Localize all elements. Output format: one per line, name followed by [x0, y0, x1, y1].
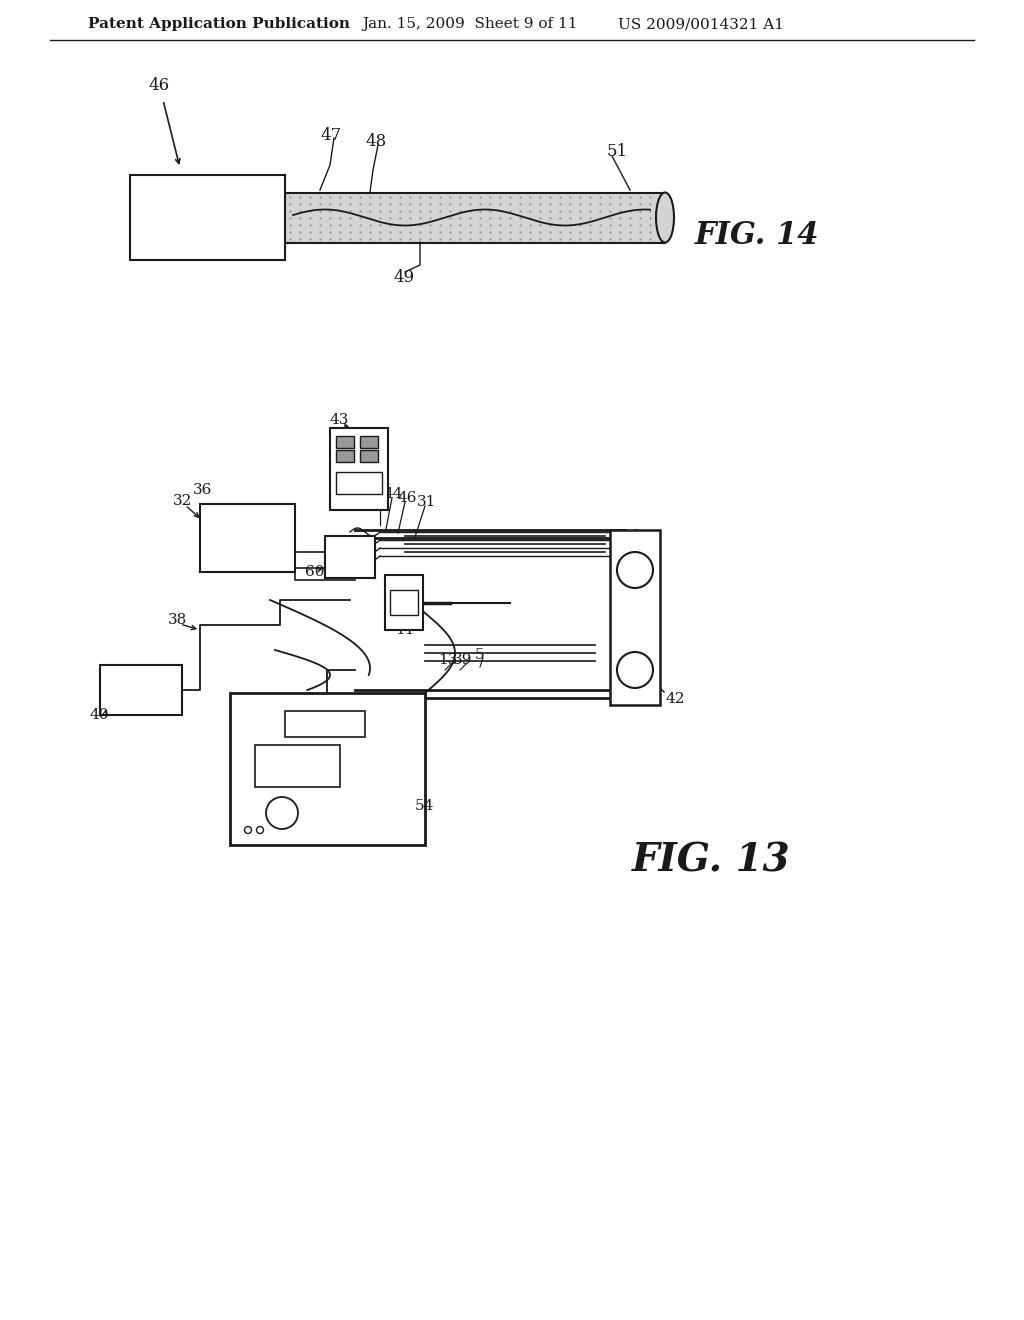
- Circle shape: [256, 826, 263, 833]
- Text: US 2009/0014321 A1: US 2009/0014321 A1: [618, 17, 784, 30]
- Circle shape: [617, 652, 653, 688]
- Circle shape: [266, 797, 298, 829]
- Ellipse shape: [656, 193, 674, 243]
- Text: 60: 60: [305, 565, 325, 579]
- Bar: [336, 450, 354, 462]
- Bar: [336, 436, 354, 447]
- Text: 13: 13: [438, 653, 458, 667]
- Text: 32: 32: [173, 494, 193, 508]
- Text: 36: 36: [193, 483, 212, 498]
- Bar: [100, 665, 182, 715]
- Bar: [255, 744, 340, 787]
- Bar: [610, 531, 660, 705]
- Text: 31: 31: [417, 495, 436, 510]
- Circle shape: [617, 552, 653, 587]
- Text: Jan. 15, 2009  Sheet 9 of 11: Jan. 15, 2009 Sheet 9 of 11: [362, 17, 578, 30]
- Bar: [360, 450, 378, 462]
- Bar: [360, 436, 378, 447]
- Bar: [336, 473, 382, 494]
- Text: Patent Application Publication: Patent Application Publication: [88, 17, 350, 30]
- Text: 51: 51: [607, 144, 628, 161]
- Bar: [200, 504, 295, 572]
- Text: 40: 40: [90, 708, 110, 722]
- Text: 11: 11: [395, 623, 415, 638]
- Text: 5: 5: [475, 648, 484, 663]
- Bar: [330, 428, 388, 510]
- Text: FIG. 13: FIG. 13: [632, 841, 791, 879]
- Text: 43: 43: [330, 413, 349, 426]
- Text: 46: 46: [148, 77, 169, 94]
- Text: FIG. 14: FIG. 14: [695, 219, 819, 251]
- Circle shape: [245, 826, 252, 833]
- Text: 42: 42: [665, 692, 684, 706]
- Bar: [230, 693, 425, 845]
- Bar: [285, 711, 365, 737]
- Text: 39: 39: [454, 653, 473, 667]
- Bar: [385, 576, 423, 630]
- Text: 38: 38: [168, 612, 187, 627]
- Text: 48: 48: [365, 133, 386, 150]
- Text: 46: 46: [397, 491, 417, 506]
- Text: 37: 37: [372, 483, 391, 498]
- Text: 49: 49: [393, 269, 414, 286]
- Text: 44: 44: [384, 487, 403, 502]
- Bar: [390, 590, 418, 615]
- Bar: [130, 176, 285, 260]
- Text: 47: 47: [319, 127, 341, 144]
- Bar: [285, 193, 665, 243]
- Bar: [325, 536, 375, 578]
- Text: 54: 54: [415, 799, 434, 813]
